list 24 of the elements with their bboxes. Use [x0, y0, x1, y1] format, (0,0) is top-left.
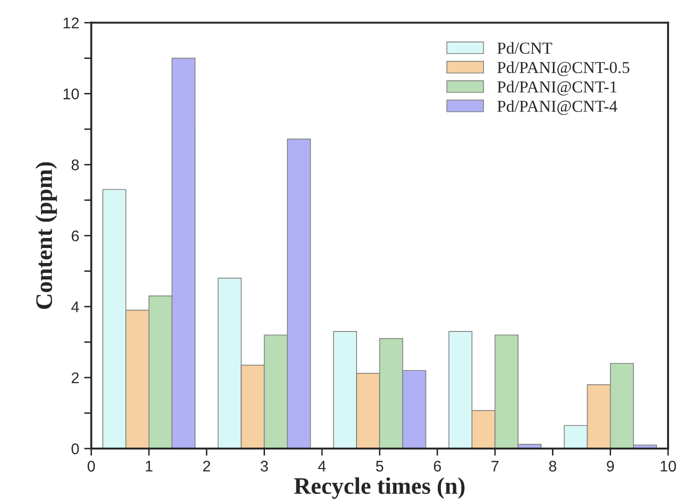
x-tick-label: 2 [203, 460, 210, 472]
y-axis-title: Content (ppm) [35, 162, 57, 309]
y-tick-label: 2 [72, 372, 79, 384]
x-tick-label: 3 [260, 460, 268, 472]
y-tick-label: 12 [64, 18, 79, 28]
y-tick-label: 10 [64, 88, 79, 100]
x-axis-title: Recycle times (n) [294, 477, 464, 499]
x-tick-label: 10 [660, 460, 676, 472]
x-tick-label: 7 [492, 460, 498, 472]
y-tick-label: 0 [72, 443, 79, 454]
x-tick-label: 8 [549, 460, 556, 472]
y-tick-label: 8 [72, 160, 79, 170]
x-tick-label: 9 [606, 460, 614, 472]
x-tick-label: 5 [376, 460, 384, 472]
y-tick-label: 4 [71, 302, 79, 312]
legend-label: Pd/PANI@CNT-1 [497, 80, 616, 96]
legend-label: Pd/PANI@CNT-4 [497, 100, 618, 115]
x-tick-label: 0 [88, 460, 95, 472]
y-tick-label: 6 [72, 230, 79, 242]
legend-label: Pd/CNT [497, 42, 552, 54]
x-tick-label: 4 [318, 460, 326, 472]
legend-label: Pd/PANI@CNT-0.5 [497, 61, 630, 76]
x-tick-label: 6 [434, 460, 441, 472]
x-tick-label: 1 [146, 460, 152, 472]
